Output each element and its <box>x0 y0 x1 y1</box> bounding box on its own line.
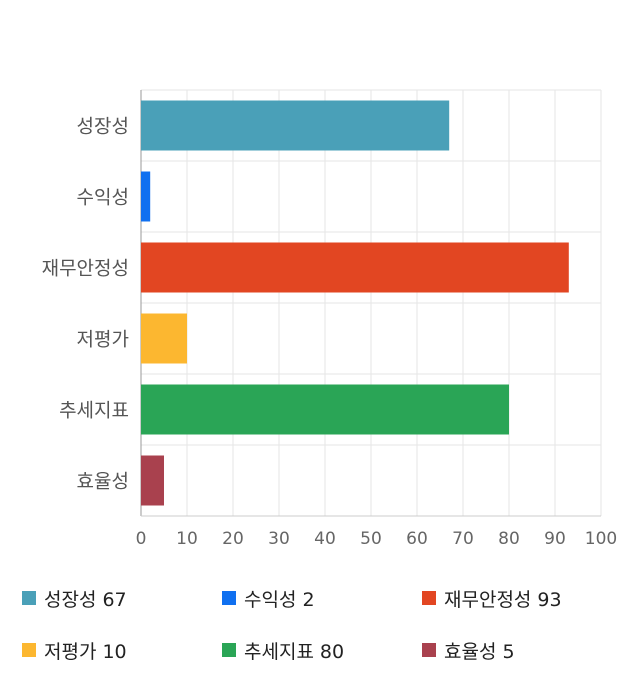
x-tick-label: 0 <box>136 529 147 549</box>
bar <box>141 100 450 151</box>
chart-legend: 성장성 67 수익성 2 재무안정성 93 저평가 10 추세지표 80 효율성 5 <box>0 578 640 688</box>
legend-value: 93 <box>537 588 562 611</box>
category-label: 추세지표 <box>59 400 129 422</box>
category-label: 수익성 <box>77 187 129 209</box>
category-label: 효율성 <box>77 471 129 493</box>
legend-item-profitability[interactable]: 수익성 2 <box>222 583 315 613</box>
bar <box>141 455 164 506</box>
x-tick-label: 50 <box>360 529 382 549</box>
legend-item-efficiency[interactable]: 효율성 5 <box>422 635 515 665</box>
x-tick-label: 60 <box>406 529 428 549</box>
legend-item-undervaluation[interactable]: 저평가 10 <box>22 635 127 665</box>
legend-label: 성장성 <box>44 588 97 611</box>
bar <box>141 171 151 222</box>
legend-item-trend[interactable]: 추세지표 80 <box>222 635 344 665</box>
legend-swatch <box>222 591 236 605</box>
legend-swatch <box>222 643 236 657</box>
legend-label: 효율성 <box>444 640 497 663</box>
legend-swatch <box>422 591 436 605</box>
legend-value: 67 <box>102 588 127 611</box>
legend-value: 10 <box>102 640 127 663</box>
legend-label: 저평가 <box>44 640 97 663</box>
x-tick-label: 100 <box>585 529 617 549</box>
legend-swatch <box>22 643 36 657</box>
x-tick-label: 10 <box>176 529 198 549</box>
legend-swatch <box>22 591 36 605</box>
x-tick-label: 70 <box>452 529 474 549</box>
x-tick-label: 20 <box>222 529 244 549</box>
legend-item-financial-stability[interactable]: 재무안정성 93 <box>422 583 562 613</box>
bar <box>141 384 509 435</box>
category-label: 성장성 <box>77 116 129 138</box>
x-tick-label: 40 <box>314 529 336 549</box>
legend-value: 5 <box>502 640 515 663</box>
x-tick-label: 30 <box>268 529 290 549</box>
legend-item-growth[interactable]: 성장성 67 <box>22 583 127 613</box>
x-tick-label: 90 <box>544 529 566 549</box>
legend-value: 2 <box>302 588 315 611</box>
bar <box>141 313 187 364</box>
legend-swatch <box>422 643 436 657</box>
bar <box>141 242 569 293</box>
legend-label: 수익성 <box>244 588 297 611</box>
x-tick-label: 80 <box>498 529 520 549</box>
category-label: 재무안정성 <box>42 258 129 280</box>
legend-label: 추세지표 <box>244 640 314 663</box>
legend-label: 재무안정성 <box>444 588 532 611</box>
legend-value: 80 <box>319 640 345 663</box>
category-label: 저평가 <box>77 329 129 351</box>
